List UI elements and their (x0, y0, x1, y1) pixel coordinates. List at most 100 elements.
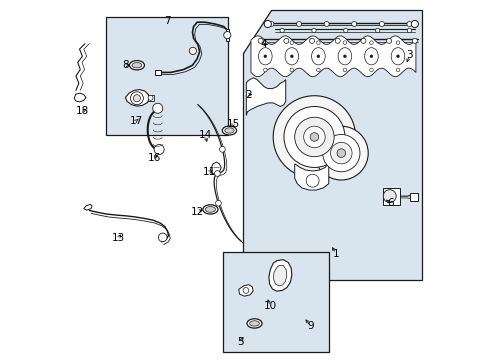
Circle shape (289, 68, 293, 72)
Circle shape (305, 174, 319, 187)
Text: 2: 2 (244, 90, 251, 100)
Circle shape (395, 68, 399, 72)
Circle shape (369, 68, 372, 72)
Text: 9: 9 (307, 321, 313, 331)
Circle shape (263, 68, 266, 72)
Circle shape (314, 126, 367, 180)
Bar (223, 252, 328, 352)
Circle shape (219, 147, 225, 152)
Circle shape (309, 39, 314, 43)
Circle shape (316, 55, 319, 58)
Circle shape (223, 32, 230, 39)
Circle shape (386, 39, 391, 43)
Circle shape (360, 39, 365, 43)
Bar (147, 95, 154, 101)
Circle shape (158, 233, 167, 242)
Ellipse shape (249, 321, 259, 326)
Circle shape (406, 22, 411, 27)
Circle shape (152, 103, 163, 113)
Circle shape (214, 171, 220, 176)
Circle shape (383, 190, 395, 203)
Circle shape (133, 95, 140, 102)
Text: 7: 7 (164, 17, 170, 27)
Polygon shape (210, 162, 221, 174)
Circle shape (322, 134, 359, 172)
Text: 3: 3 (406, 50, 412, 60)
Text: 5: 5 (236, 337, 243, 347)
Circle shape (343, 68, 346, 72)
Circle shape (303, 126, 325, 148)
Ellipse shape (311, 48, 325, 65)
Polygon shape (125, 90, 149, 106)
Circle shape (263, 41, 266, 44)
Ellipse shape (129, 60, 144, 70)
Circle shape (351, 22, 356, 27)
Ellipse shape (246, 319, 262, 328)
Ellipse shape (205, 207, 215, 212)
Polygon shape (268, 260, 291, 291)
Text: 18: 18 (76, 106, 89, 116)
Circle shape (243, 288, 248, 293)
Text: 8: 8 (122, 60, 128, 70)
Circle shape (336, 149, 345, 157)
Bar (106, 17, 228, 135)
Polygon shape (250, 36, 415, 77)
Circle shape (296, 22, 301, 27)
Bar (155, 69, 161, 75)
Text: 6: 6 (386, 198, 393, 208)
Text: 11: 11 (203, 167, 216, 177)
Circle shape (375, 28, 379, 33)
Ellipse shape (364, 48, 378, 65)
Ellipse shape (285, 48, 298, 65)
Circle shape (343, 41, 346, 44)
Text: 17: 17 (129, 116, 142, 126)
Circle shape (215, 201, 221, 206)
Circle shape (343, 55, 346, 58)
Polygon shape (74, 93, 86, 102)
Circle shape (154, 144, 164, 154)
Text: 12: 12 (190, 207, 203, 217)
Circle shape (379, 22, 384, 27)
Ellipse shape (337, 48, 351, 65)
Circle shape (324, 22, 328, 27)
Bar (409, 193, 418, 201)
Bar (382, 188, 400, 205)
Ellipse shape (258, 48, 271, 65)
Polygon shape (246, 78, 285, 116)
Circle shape (189, 47, 196, 54)
Circle shape (369, 41, 372, 44)
Circle shape (411, 39, 416, 43)
Circle shape (316, 41, 320, 44)
Text: 14: 14 (198, 130, 211, 140)
Circle shape (258, 39, 263, 43)
Text: 13: 13 (111, 233, 124, 243)
Circle shape (264, 55, 266, 58)
Circle shape (294, 117, 333, 157)
Circle shape (280, 28, 284, 33)
Text: 15: 15 (226, 120, 239, 129)
Circle shape (268, 22, 273, 27)
Polygon shape (294, 163, 328, 190)
Bar (225, 30, 228, 41)
Circle shape (283, 39, 288, 43)
Text: 10: 10 (263, 301, 276, 311)
Polygon shape (242, 10, 421, 280)
Ellipse shape (390, 48, 404, 65)
Circle shape (290, 55, 293, 58)
Circle shape (335, 39, 340, 43)
Text: 16: 16 (147, 153, 161, 163)
Circle shape (264, 21, 271, 28)
Circle shape (396, 55, 399, 58)
Ellipse shape (203, 205, 218, 214)
Circle shape (148, 95, 153, 100)
Circle shape (330, 142, 351, 164)
Ellipse shape (224, 128, 234, 133)
Text: 4: 4 (261, 40, 267, 49)
Text: 1: 1 (332, 248, 339, 258)
Ellipse shape (222, 126, 236, 135)
Ellipse shape (132, 63, 142, 68)
Circle shape (309, 133, 318, 141)
Circle shape (343, 28, 347, 33)
Circle shape (369, 55, 372, 58)
Polygon shape (83, 204, 92, 210)
